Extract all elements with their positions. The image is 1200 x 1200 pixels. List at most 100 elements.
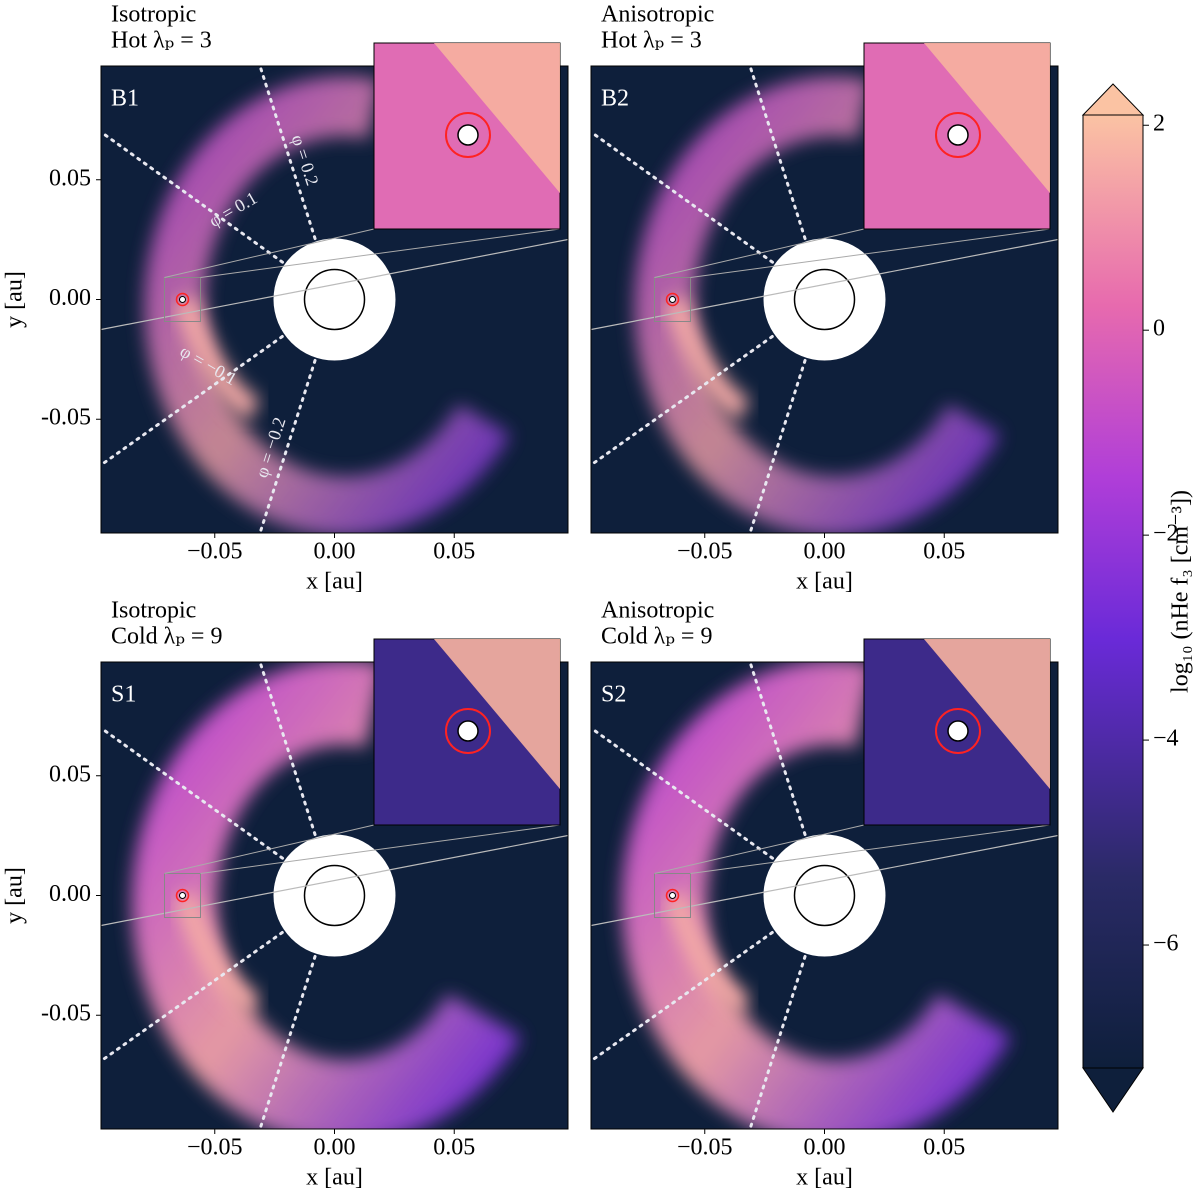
y-tick-label: 0.00 xyxy=(49,881,91,907)
density-ring xyxy=(131,662,522,1129)
colorbar: 2 0 −2 −4 −6 log₁₀ (nHe f₃ [cm⁻³]) xyxy=(1081,83,1194,1113)
inset-connector xyxy=(164,228,375,278)
inset-hill xyxy=(935,112,981,158)
panel-label: B2 xyxy=(601,86,629,112)
inset-planet xyxy=(947,720,969,742)
x-tick-label: −0.05 xyxy=(677,1135,733,1161)
density-tail xyxy=(663,295,751,421)
inset-flow xyxy=(434,639,560,789)
planet-ring xyxy=(665,292,680,307)
inset-connector xyxy=(654,824,865,874)
panel-title: Cold λₚ = 9 xyxy=(111,624,222,650)
panel-label: S2 xyxy=(601,682,626,708)
inset-flow xyxy=(434,43,560,193)
colorbar-bottom xyxy=(1082,1067,1144,1113)
planet-ring xyxy=(665,888,680,903)
inset-hill xyxy=(935,708,981,754)
zoom-box xyxy=(654,873,691,918)
x-tick-label: 0.05 xyxy=(433,539,475,565)
y-tick-label: 0.05 xyxy=(49,761,91,787)
planet xyxy=(669,892,676,899)
inset-connector xyxy=(690,228,1051,278)
colorbar-tick-label: 2 xyxy=(1153,111,1165,137)
star xyxy=(793,268,856,331)
planet xyxy=(179,296,186,303)
x-tick-label: 0.00 xyxy=(804,539,846,565)
panel-title: Anisotropic xyxy=(601,2,714,28)
panel-title: Hot λₚ = 3 xyxy=(111,28,212,54)
density-ring xyxy=(621,662,1012,1129)
x-tick-label: −0.05 xyxy=(187,1135,243,1161)
x-axis-label: x [au] xyxy=(796,569,853,595)
star-mask xyxy=(273,238,396,361)
colorbar-body xyxy=(1082,114,1144,1069)
colorbar-tick-label: 0 xyxy=(1153,316,1165,342)
y-tick-label: -0.05 xyxy=(41,1001,91,1027)
colorbar-tick-label: −6 xyxy=(1153,931,1179,957)
inset-hill xyxy=(445,708,491,754)
x-tick-label: 0.00 xyxy=(314,539,356,565)
inset-connector xyxy=(200,824,561,874)
planet-ring xyxy=(175,888,190,903)
density-tail xyxy=(173,891,261,1017)
x-tick-label: 0.00 xyxy=(314,1135,356,1161)
x-axis-label: x [au] xyxy=(306,1165,363,1191)
x-tick-label: 0.00 xyxy=(804,1135,846,1161)
y-tick-label: 0.05 xyxy=(49,165,91,191)
colorbar-top xyxy=(1081,83,1145,116)
y-axis-label: y [au] xyxy=(2,271,28,328)
star-mask xyxy=(763,238,886,361)
star xyxy=(793,864,856,927)
x-axis-label: x [au] xyxy=(796,1165,853,1191)
x-tick-label: −0.05 xyxy=(677,539,733,565)
star xyxy=(303,864,366,927)
panel-label: B1 xyxy=(111,86,139,112)
density-tail xyxy=(663,891,751,1017)
inset-connector xyxy=(654,228,865,278)
panel-title: Cold λₚ = 9 xyxy=(601,624,712,650)
inset-planet xyxy=(947,124,969,146)
colorbar-tick-label: −4 xyxy=(1153,726,1179,752)
colorbar-tick-label: −2 xyxy=(1153,521,1179,547)
orbit-line xyxy=(101,834,568,927)
density-tail xyxy=(173,295,261,421)
orbit-line xyxy=(591,834,1058,927)
density-ring xyxy=(144,76,511,533)
planet-ring xyxy=(175,292,190,307)
inset-planet xyxy=(457,124,479,146)
x-tick-label: 0.05 xyxy=(923,539,965,565)
planet xyxy=(179,892,186,899)
panel-title: Isotropic xyxy=(111,2,196,28)
inset-connector xyxy=(690,824,1051,874)
x-tick-label: 0.05 xyxy=(923,1135,965,1161)
panel-title: Isotropic xyxy=(111,598,196,624)
x-tick-label: 0.05 xyxy=(433,1135,475,1161)
inset-connector xyxy=(200,228,561,278)
inset-connector xyxy=(164,824,375,874)
inset-hill xyxy=(445,112,491,158)
orbit-line xyxy=(591,238,1058,331)
planet xyxy=(669,296,676,303)
inset-flow xyxy=(924,43,1050,193)
zoom-box xyxy=(164,873,201,918)
y-axis-label: y [au] xyxy=(2,867,28,924)
y-tick-label: 0.00 xyxy=(49,285,91,311)
density-ring xyxy=(634,76,1001,533)
colorbar-label: log₁₀ (nHe f₃ [cm⁻³]) xyxy=(1168,490,1194,693)
panel-title: Hot λₚ = 3 xyxy=(601,28,702,54)
orbit-line xyxy=(101,238,568,331)
star-mask xyxy=(763,834,886,957)
inset-planet xyxy=(457,720,479,742)
zoom-box xyxy=(164,277,201,322)
inset-flow xyxy=(924,639,1050,789)
star xyxy=(303,268,366,331)
zoom-box xyxy=(654,277,691,322)
panel-image xyxy=(591,662,1058,1129)
x-tick-label: −0.05 xyxy=(187,539,243,565)
panel-title: Anisotropic xyxy=(601,598,714,624)
